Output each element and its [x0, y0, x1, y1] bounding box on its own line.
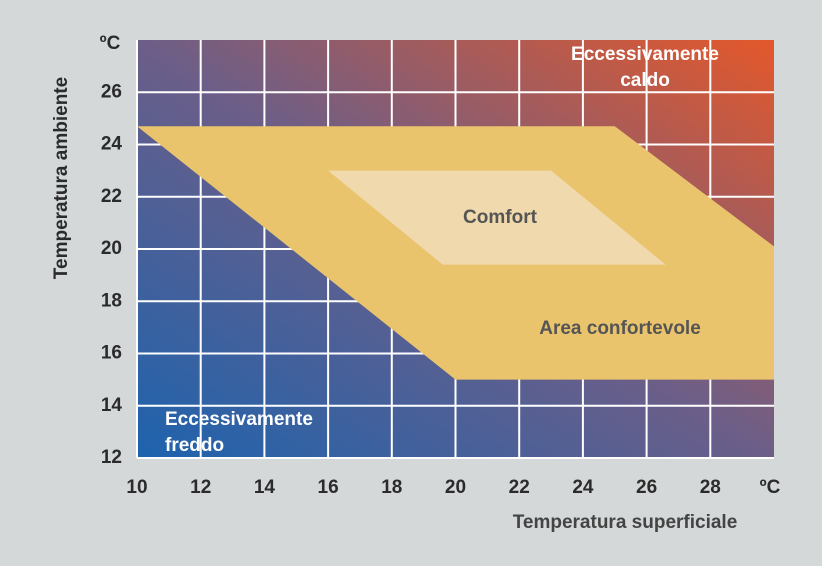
annotation: freddo	[165, 435, 224, 456]
x-tick-label: 18	[381, 477, 402, 498]
x-tick-label: 16	[318, 477, 339, 498]
y-axis-title: Temperatura ambiente	[51, 77, 72, 279]
y-tick-label: 22	[101, 186, 122, 207]
y-tick-label: 18	[101, 290, 122, 311]
annotation: Eccessivamente	[165, 409, 313, 430]
region	[328, 170, 666, 265]
x-tick-label: 28	[700, 477, 721, 498]
x-tick-label: 22	[509, 477, 530, 498]
y-tick-label: 20	[101, 238, 122, 259]
y-tick-label: 24	[101, 134, 123, 155]
y-tick-label: 26	[101, 81, 122, 102]
x-tick-label: 24	[572, 477, 594, 498]
x-axis-title: Temperatura superficiale	[513, 512, 738, 533]
y-tick-label: 16	[101, 343, 122, 364]
x-unit: ºC	[760, 477, 781, 498]
region-label: Area confortevole	[539, 318, 701, 339]
annotation: caldo	[620, 70, 670, 91]
annotation: Eccessivamente	[571, 44, 719, 65]
x-tick-label: 10	[126, 477, 147, 498]
y-tick-label: 12	[101, 447, 122, 468]
x-tick-label: 12	[190, 477, 211, 498]
x-tick-label: 26	[636, 477, 657, 498]
x-tick-label: 14	[254, 477, 276, 498]
y-unit: ºC	[100, 33, 121, 54]
y-tick-label: 14	[101, 395, 123, 416]
region-label: Comfort	[463, 207, 538, 228]
x-tick-label: 20	[445, 477, 466, 498]
